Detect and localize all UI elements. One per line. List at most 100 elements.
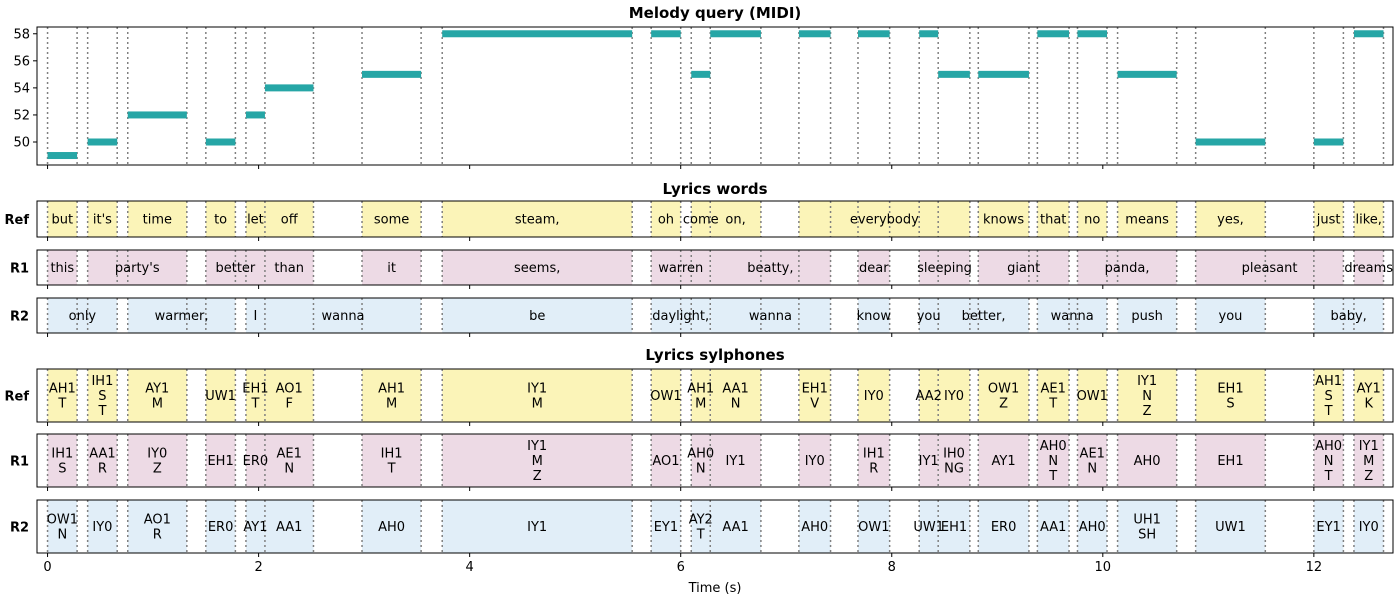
segment-label: AE1 T <box>1041 382 1066 412</box>
segment-fill <box>47 201 78 237</box>
segment-fill <box>1353 201 1384 237</box>
segment-fill <box>1117 500 1177 553</box>
x-tick-label: 2 <box>254 560 262 575</box>
segment-label: sleeping <box>917 261 972 276</box>
midi-note <box>798 30 831 38</box>
segment-label: AO1 F <box>276 382 303 412</box>
segment-label: AH1 M <box>687 382 714 412</box>
row-frame <box>36 433 1394 488</box>
x-tick-label: 6 <box>677 560 685 575</box>
segment-label: OW1 <box>858 520 889 535</box>
words-panel: Lyrics words but it's time to let off some steam… <box>5 180 1394 337</box>
segment-label: everybody <box>850 213 919 228</box>
segment-fill <box>978 369 1029 422</box>
segment-fill <box>919 250 970 285</box>
segment-label: AA1 <box>1040 520 1066 535</box>
segment-label: baby, <box>1331 309 1367 324</box>
segment-fill <box>362 250 422 285</box>
segment-label: ER0 <box>991 520 1017 535</box>
segment-label: IH1 R <box>863 447 885 477</box>
segment-fill <box>1195 369 1266 422</box>
segment-fill <box>47 500 78 553</box>
segment-fill <box>938 500 970 553</box>
segment-label: EH1 <box>207 454 233 469</box>
segment-fill <box>1077 250 1177 285</box>
x-tick-label: 8 <box>888 560 896 575</box>
segment-fill <box>264 250 314 285</box>
segment-label: AY1 K <box>1357 382 1381 412</box>
segment-label: time <box>143 213 172 228</box>
midi-note <box>1077 30 1108 38</box>
segment-fill <box>205 500 236 553</box>
segment-label: yes, <box>1217 213 1244 228</box>
segment-label: wanna <box>1051 309 1094 324</box>
segment-label: IH1 S T <box>91 374 113 419</box>
row-frame <box>36 368 1394 423</box>
segment-fill <box>978 250 1070 285</box>
segment-fill <box>87 434 118 487</box>
segment-label: UH1 SH <box>1133 513 1161 543</box>
segment-fill <box>857 298 890 333</box>
x-tick-label: 4 <box>466 560 474 575</box>
segment-label: you <box>917 309 941 324</box>
segment-fill <box>919 298 939 333</box>
segment-fill <box>1353 434 1384 487</box>
y-tick-label: 56 <box>13 54 30 69</box>
segment-label: EY1 <box>654 520 678 535</box>
sylphones-title: Lyrics sylphones <box>645 346 784 364</box>
segment-label: EY1 <box>1316 520 1340 535</box>
segment-fill <box>938 298 1029 333</box>
segment-label: UW1 <box>913 520 944 535</box>
segment-label: EH1 <box>941 520 967 535</box>
midi-note <box>978 70 1029 78</box>
row-label: R1 <box>10 455 29 470</box>
segment-fill <box>938 369 970 422</box>
segment-fill <box>919 434 939 487</box>
segment-label: giant <box>1007 261 1040 276</box>
segment-fill <box>127 201 187 237</box>
segment-label: know <box>857 309 892 324</box>
row-frame <box>36 297 1394 334</box>
segment-fill <box>1077 500 1108 553</box>
segment-label: on, <box>725 213 745 228</box>
segment-fill <box>127 298 236 333</box>
segment-label: let <box>247 213 264 228</box>
segment-fill <box>1195 250 1344 285</box>
segment-label: dear <box>859 261 889 276</box>
segment-fill <box>47 298 118 333</box>
segment-fill <box>919 369 939 422</box>
segment-label: better <box>215 261 255 276</box>
segment-fill <box>691 369 711 422</box>
midi-note <box>264 84 314 92</box>
segment-label: EH1 V <box>802 382 828 412</box>
segment-fill <box>691 434 711 487</box>
segment-label: knows <box>983 213 1024 228</box>
y-tick-label: 50 <box>13 136 30 151</box>
segment-fill <box>127 434 187 487</box>
segment-label: it's <box>93 213 112 228</box>
segment-fill <box>1077 369 1108 422</box>
segment-fill <box>1353 500 1384 553</box>
midi-note <box>1037 30 1070 38</box>
segment-fill <box>651 500 681 553</box>
midi-note <box>245 111 265 119</box>
segment-fill <box>1195 500 1266 553</box>
segment-fill <box>857 369 890 422</box>
segment-fill <box>442 298 633 333</box>
segment-fill <box>978 500 1029 553</box>
segment-fill <box>205 434 236 487</box>
y-tick-label: 58 <box>13 27 30 42</box>
segment-fill <box>1077 434 1108 487</box>
segment-fill <box>127 369 187 422</box>
segment-label: IY0 <box>92 520 112 535</box>
row-frame <box>36 200 1394 238</box>
segment-label: wanna <box>321 309 364 324</box>
segment-label: IY1 <box>919 454 939 469</box>
segment-label: OW1 N <box>47 513 78 543</box>
segment-label: UW1 <box>1215 520 1246 535</box>
segment-fill <box>362 369 422 422</box>
segment-label: AA1 R <box>89 447 115 477</box>
segment-label: AH0 <box>1134 454 1161 469</box>
segment-label: AH1 M <box>378 382 405 412</box>
segment-fill <box>47 434 78 487</box>
